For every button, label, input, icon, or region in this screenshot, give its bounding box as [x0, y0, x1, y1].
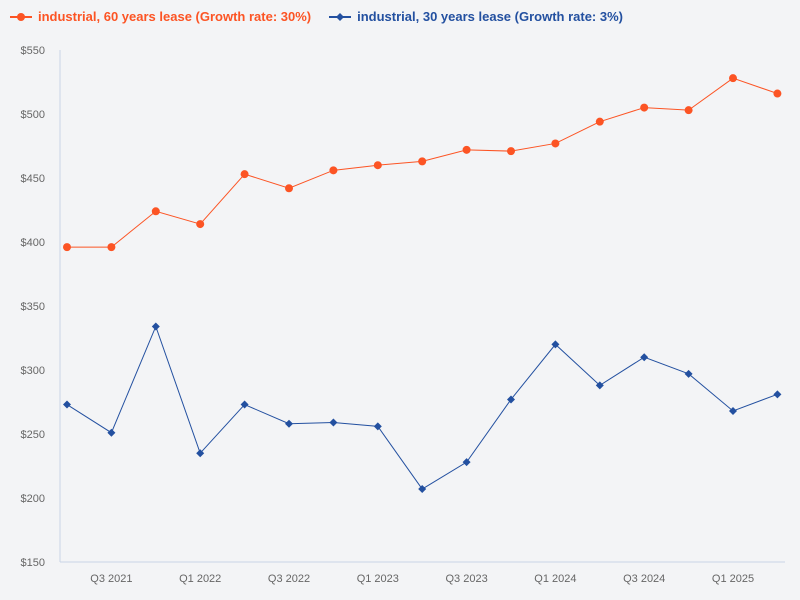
data-point	[684, 369, 693, 378]
data-point	[151, 207, 160, 216]
y-tick-label: $550	[21, 45, 45, 57]
y-tick-label: $300	[21, 365, 45, 377]
circle-marker-icon	[10, 12, 32, 21]
data-point	[285, 184, 293, 193]
data-point	[107, 243, 116, 252]
data-point	[640, 103, 649, 112]
data-point	[462, 145, 471, 154]
data-point	[729, 74, 737, 83]
series-line	[66, 325, 778, 490]
data-point	[418, 485, 427, 494]
data-point	[373, 422, 382, 431]
x-tick-label: Q1 2024	[534, 573, 576, 585]
data-point	[329, 166, 338, 175]
data-point	[151, 322, 160, 331]
y-tick-label: $200	[21, 493, 45, 505]
data-point	[373, 161, 382, 170]
x-tick-label: Q3 2021	[90, 573, 132, 585]
data-point	[640, 353, 649, 362]
data-point	[63, 400, 71, 409]
legend-item-30-years[interactable]: industrial, 30 years lease (Growth rate:…	[329, 9, 623, 24]
y-tick-label: $350	[21, 301, 45, 313]
data-point	[595, 117, 604, 126]
x-tick-label: Q1 2023	[357, 573, 399, 585]
y-tick-label: $500	[21, 109, 45, 121]
data-point	[63, 243, 71, 252]
data-point	[507, 147, 515, 156]
legend-item-60-years[interactable]: industrial, 60 years lease (Growth rate:…	[10, 9, 311, 24]
data-point	[196, 449, 205, 458]
data-point	[773, 89, 782, 98]
legend: industrial, 60 years lease (Growth rate:…	[10, 9, 623, 24]
x-tick-label: Q3 2024	[623, 573, 665, 585]
data-point	[329, 418, 338, 427]
data-point	[196, 220, 205, 229]
data-point	[462, 458, 471, 467]
x-tick-label: Q1 2025	[712, 573, 754, 585]
legend-label: industrial, 30 years lease (Growth rate:…	[357, 9, 623, 24]
data-point	[551, 340, 560, 349]
data-point	[773, 390, 782, 399]
data-point	[729, 406, 737, 415]
data-point	[595, 381, 604, 390]
data-point	[551, 139, 560, 148]
y-tick-label: $400	[21, 237, 45, 249]
x-tick-label: Q3 2022	[268, 573, 310, 585]
x-tick-label: Q3 2023	[445, 573, 487, 585]
diamond-marker-icon	[329, 12, 352, 21]
x-tick-label: Q1 2022	[179, 573, 221, 585]
y-tick-label: $450	[21, 173, 45, 185]
data-point	[107, 428, 116, 437]
data-point	[240, 400, 249, 409]
data-point	[418, 157, 427, 166]
data-point	[240, 170, 249, 179]
data-point	[684, 106, 693, 115]
y-tick-label: $250	[21, 429, 45, 441]
data-point	[285, 419, 293, 428]
legend-label: industrial, 60 years lease (Growth rate:…	[38, 9, 312, 24]
data-point	[507, 395, 515, 404]
y-tick-label: $150	[21, 557, 45, 569]
